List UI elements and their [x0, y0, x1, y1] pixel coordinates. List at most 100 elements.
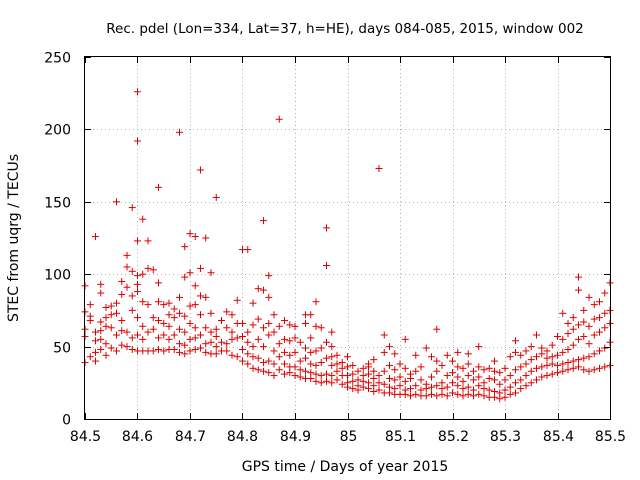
data-point-plus-marker — [443, 372, 451, 380]
data-point-plus-marker — [512, 337, 519, 345]
data-point-plus-marker — [102, 322, 110, 330]
data-point-plus-marker — [512, 366, 519, 374]
data-point-plus-marker — [533, 331, 540, 339]
data-point-plus-marker — [144, 237, 152, 245]
data-point-plus-marker — [165, 299, 173, 307]
data-point-plus-marker — [491, 376, 498, 384]
data-point-plus-marker — [338, 380, 346, 388]
data-point-plus-marker — [207, 309, 215, 317]
data-point-plus-marker — [475, 382, 483, 390]
data-point-plus-marker — [97, 318, 105, 326]
data-point-plus-marker — [281, 370, 288, 378]
data-point-plus-marker — [454, 348, 462, 356]
data-point-plus-marker — [118, 317, 126, 325]
data-point-plus-marker — [128, 345, 136, 353]
data-point-plus-marker — [144, 264, 152, 272]
data-point-plus-marker — [443, 351, 451, 359]
data-point-plus-marker — [538, 373, 546, 381]
data-point-plus-marker — [323, 338, 330, 346]
data-point-plus-marker — [239, 319, 246, 327]
data-point-plus-marker — [569, 325, 577, 333]
data-point-plus-marker — [176, 340, 183, 348]
data-point-plus-marker — [464, 372, 472, 380]
data-point-plus-marker — [165, 335, 173, 343]
data-point-plus-marker — [181, 328, 189, 336]
data-point-plus-marker — [307, 334, 315, 342]
data-point-plus-marker — [265, 319, 273, 327]
data-point-plus-marker — [92, 348, 99, 356]
data-point-plus-marker — [202, 340, 210, 348]
data-point-plus-marker — [270, 360, 278, 368]
data-point-plus-marker — [302, 354, 309, 362]
data-point-plus-marker — [118, 327, 126, 335]
data-point-plus-marker — [601, 324, 609, 332]
data-point-plus-marker — [564, 319, 572, 327]
data-point-plus-marker — [160, 347, 168, 355]
y-tick-label: 100 — [44, 268, 71, 284]
data-point-plus-marker — [328, 328, 336, 336]
data-point-plus-marker — [207, 269, 215, 277]
data-point-plus-marker — [349, 361, 357, 369]
data-point-plus-marker — [401, 364, 409, 372]
data-point-plus-marker — [212, 332, 220, 340]
data-point-plus-marker — [239, 345, 246, 353]
data-point-plus-marker — [575, 356, 582, 364]
data-point-plus-marker — [223, 340, 231, 348]
data-point-plus-marker — [286, 351, 294, 359]
y-tick-label: 200 — [44, 123, 71, 139]
data-point-plus-marker — [522, 347, 530, 355]
data-point-plus-marker — [149, 314, 157, 322]
data-point-plus-marker — [580, 332, 588, 340]
data-point-plus-marker — [233, 353, 241, 361]
data-point-plus-marker — [370, 356, 378, 364]
data-point-plus-marker — [401, 335, 409, 343]
data-point-plus-marker — [281, 360, 288, 368]
data-point-plus-marker — [307, 311, 315, 319]
data-point-plus-marker — [470, 386, 477, 394]
data-point-plus-marker — [433, 382, 441, 390]
data-point-plus-marker — [354, 376, 362, 384]
data-point-plus-marker — [197, 344, 204, 352]
data-point-plus-marker — [349, 370, 357, 378]
x-tick-label: 85.4 — [543, 429, 574, 445]
data-point-plus-marker — [165, 322, 173, 330]
data-point-plus-marker — [191, 282, 199, 290]
data-point-plus-marker — [480, 366, 488, 374]
data-point-plus-marker — [344, 379, 351, 387]
data-point-plus-marker — [286, 321, 294, 329]
data-point-plus-marker — [417, 363, 425, 371]
data-point-plus-marker — [254, 315, 262, 323]
x-tick-label: 85.3 — [490, 429, 521, 445]
data-point-plus-marker — [543, 361, 551, 369]
data-point-plus-marker — [281, 317, 288, 325]
data-point-plus-marker — [202, 234, 210, 242]
data-point-plus-marker — [275, 353, 283, 361]
data-point-plus-marker — [433, 367, 441, 375]
data-point-plus-marker — [480, 379, 488, 387]
data-point-plus-marker — [302, 319, 309, 327]
data-point-plus-marker — [107, 311, 115, 319]
data-point-plus-marker — [123, 263, 131, 271]
data-point-plus-marker — [333, 360, 341, 368]
data-point-plus-marker — [333, 376, 341, 384]
data-point-plus-marker — [575, 273, 582, 281]
data-point-plus-marker — [459, 377, 467, 385]
data-point-plus-marker — [244, 338, 252, 346]
data-point-plus-marker — [144, 328, 152, 336]
data-point-plus-marker — [239, 332, 246, 340]
data-point-plus-marker — [328, 361, 336, 369]
x-tick-label: 84.6 — [122, 429, 153, 445]
data-point-plus-marker — [181, 312, 189, 320]
data-point-plus-marker — [365, 360, 372, 368]
data-point-plus-marker — [291, 372, 299, 380]
data-point-plus-marker — [186, 302, 194, 310]
data-point-plus-marker — [459, 385, 467, 393]
x-tick-label: 85.5 — [595, 429, 626, 445]
data-point-plus-marker — [485, 386, 493, 394]
data-point-plus-marker — [407, 392, 414, 400]
data-point-plus-marker — [233, 334, 241, 342]
data-point-plus-marker — [449, 357, 456, 365]
data-point-plus-marker — [202, 324, 210, 332]
data-point-plus-marker — [113, 331, 120, 339]
data-point-plus-marker — [464, 390, 472, 398]
